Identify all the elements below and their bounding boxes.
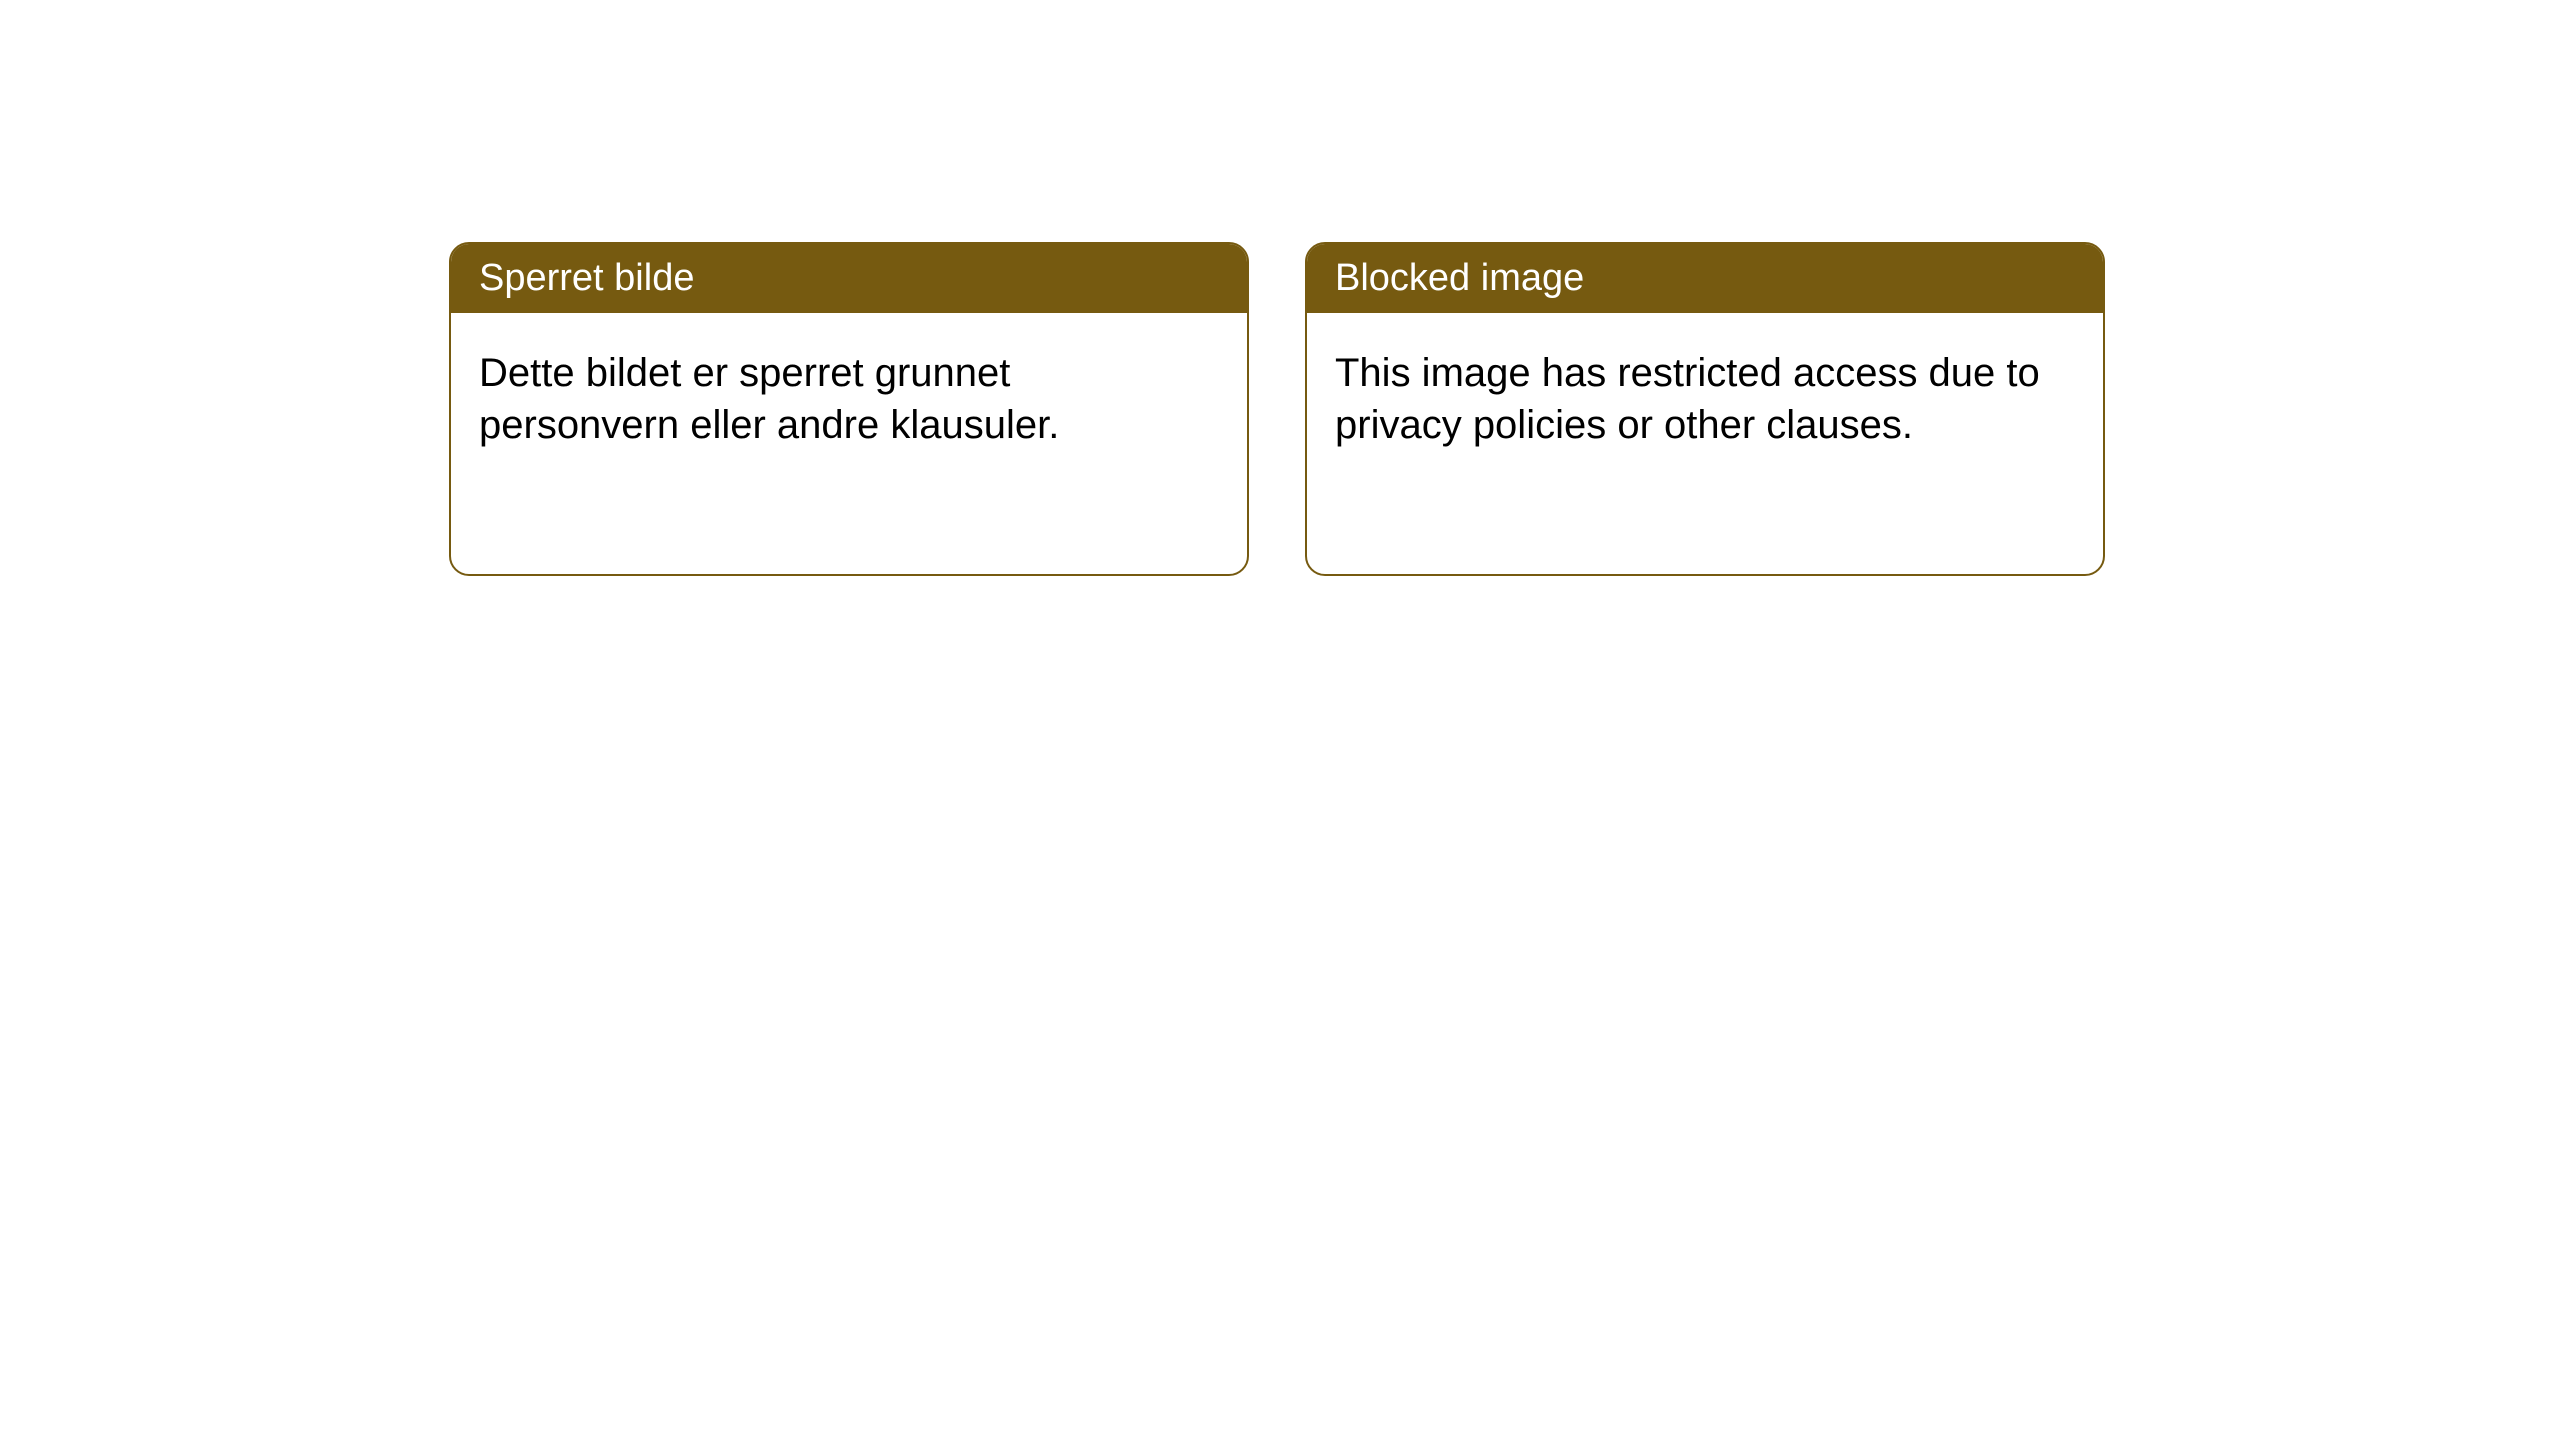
card-title: Blocked image bbox=[1307, 244, 2103, 313]
card-body-text: Dette bildet er sperret grunnet personve… bbox=[451, 313, 1247, 485]
card-title: Sperret bilde bbox=[451, 244, 1247, 313]
card-body-text: This image has restricted access due to … bbox=[1307, 313, 2103, 485]
notice-cards-container: Sperret bilde Dette bildet er sperret gr… bbox=[0, 0, 2560, 576]
notice-card-norwegian: Sperret bilde Dette bildet er sperret gr… bbox=[449, 242, 1249, 576]
notice-card-english: Blocked image This image has restricted … bbox=[1305, 242, 2105, 576]
